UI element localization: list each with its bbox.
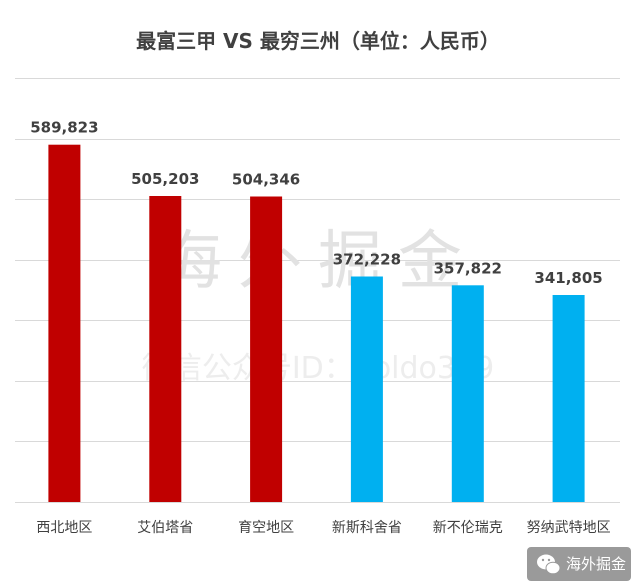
bar-1 — [149, 196, 182, 502]
bar-5 — [552, 295, 585, 502]
category-labels: 西北地区 艾伯塔省 育空地区 新斯科舍省 新不伦瑞克 努纳武特地区 — [36, 520, 610, 536]
chart-title: 最富三甲 VS 最穷三州（单位：人民币） — [136, 29, 500, 53]
data-label-2: 504,346 — [232, 171, 300, 189]
bar-2 — [250, 196, 283, 502]
gridlines — [15, 78, 620, 503]
bars — [48, 144, 585, 502]
data-label-1: 505,203 — [131, 170, 199, 188]
watermark-sub: 微信公众号ID：goldo349 — [142, 351, 494, 386]
data-label-5: 341,805 — [534, 269, 602, 287]
category-label-1: 艾伯塔省 — [137, 520, 193, 536]
category-label-4: 新不伦瑞克 — [433, 520, 503, 536]
category-label-5: 努纳武特地区 — [527, 520, 611, 536]
data-label-0: 589,823 — [30, 119, 98, 137]
bar-4 — [451, 285, 484, 502]
category-label-0: 西北地区 — [36, 520, 92, 536]
data-labels: 589,823 505,203 504,346 372,228 357,822 341,8… — [30, 119, 603, 287]
bar-3 — [350, 276, 383, 502]
watermark-main: 海外掘金 — [158, 225, 478, 299]
watermark: 海外掘金 微信公众号ID：goldo349 — [142, 225, 494, 386]
data-label-4: 357,822 — [434, 259, 502, 277]
category-label-3: 新斯科舍省 — [332, 520, 402, 536]
brand-badge: 海外掘金 — [527, 547, 631, 581]
data-label-3: 372,228 — [333, 251, 401, 269]
bar-0 — [48, 144, 81, 502]
category-label-2: 育空地区 — [238, 520, 294, 536]
badge-label: 海外掘金 — [566, 555, 626, 573]
wechat-icon — [537, 554, 561, 575]
